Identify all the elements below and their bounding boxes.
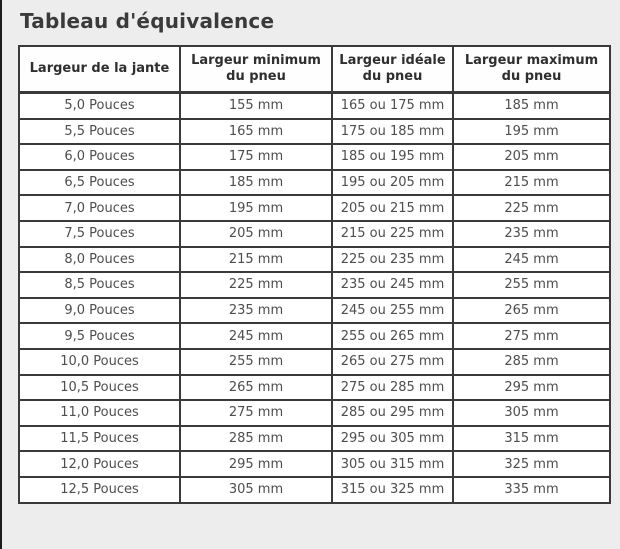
table-cell: 255 ou 265 mm (331, 322, 454, 350)
table-row: 11,0 Pouces 275 mm 285 ou 295 mm 305 mm (18, 399, 611, 427)
table-cell: 305 ou 315 mm (331, 450, 454, 478)
table-cell: 235 ou 245 mm (331, 271, 454, 299)
table-cell: 205 mm (452, 143, 611, 171)
table-row: 9,5 Pouces 245 mm 255 ou 265 mm 275 mm (18, 322, 611, 350)
table-row: 5,0 Pouces 155 mm 165 ou 175 mm 185 mm (18, 91, 611, 120)
table-cell: 265 mm (179, 373, 333, 402)
table-cell: 12,0 Pouces (18, 450, 181, 478)
table-cell: 175 mm (179, 143, 333, 171)
table-row: 11,5 Pouces 285 mm 295 ou 305 mm 315 mm (18, 424, 611, 453)
table-cell: 275 mm (452, 322, 611, 350)
table-cell: 295 mm (452, 373, 611, 402)
page-left-border (0, 0, 2, 549)
table-cell: 315 ou 325 mm (331, 475, 454, 504)
table-cell: 255 mm (452, 271, 611, 299)
table-cell: 265 mm (452, 296, 611, 325)
table-cell: 195 ou 205 mm (331, 168, 454, 197)
table-cell: 245 mm (179, 322, 333, 350)
table-cell: 9,5 Pouces (18, 322, 181, 350)
table-row: 7,5 Pouces 205 mm 215 ou 225 mm 235 mm (18, 219, 611, 248)
table-cell: 165 ou 175 mm (331, 91, 454, 120)
table-cell: 245 mm (452, 245, 611, 274)
table-cell: 295 ou 305 mm (331, 424, 454, 453)
table-row: 10,5 Pouces 265 mm 275 ou 285 mm 295 mm (18, 373, 611, 402)
table-cell: 285 mm (452, 347, 611, 376)
table-row: 6,5 Pouces 185 mm 195 ou 205 mm 215 mm (18, 168, 611, 197)
table-row: 9,0 Pouces 235 mm 245 ou 255 mm 265 mm (18, 296, 611, 325)
table-cell: 10,0 Pouces (18, 347, 181, 376)
table-cell: 285 mm (179, 424, 333, 453)
table-cell: 185 mm (179, 168, 333, 197)
table-cell: 325 mm (452, 450, 611, 478)
table-cell: 275 mm (179, 399, 333, 427)
table-row: 10,0 Pouces 255 mm 265 ou 275 mm 285 mm (18, 347, 611, 376)
table-cell: 9,0 Pouces (18, 296, 181, 325)
table-cell: 305 mm (452, 399, 611, 427)
table-cell: 265 ou 275 mm (331, 347, 454, 376)
table-head: Largeur de la jante Largeur minimum du pn… (18, 45, 611, 94)
equivalence-table: Largeur de la jante Largeur minimum du pn… (18, 45, 611, 504)
column-header: Largeur maximum du pneu (452, 45, 611, 94)
table-row: 6,0 Pouces 175 mm 185 ou 195 mm 205 mm (18, 143, 611, 171)
table-cell: 215 mm (179, 245, 333, 274)
table-cell: 225 ou 235 mm (331, 245, 454, 274)
table-cell: 5,5 Pouces (18, 117, 181, 146)
table-cell: 12,5 Pouces (18, 475, 181, 504)
table-cell: 185 mm (452, 91, 611, 120)
table-row: 12,5 Pouces 305 mm 315 ou 325 mm 335 mm (18, 475, 611, 504)
table-row: 8,0 Pouces 215 mm 225 ou 235 mm 245 mm (18, 245, 611, 274)
table-cell: 6,5 Pouces (18, 168, 181, 197)
table-cell: 5,0 Pouces (18, 91, 181, 120)
table-header-row: Largeur de la jante Largeur minimum du pn… (18, 45, 611, 94)
table-cell: 305 mm (179, 475, 333, 504)
table-cell: 315 mm (452, 424, 611, 453)
column-header: Largeur de la jante (18, 45, 181, 94)
table-cell: 11,0 Pouces (18, 399, 181, 427)
table-cell: 185 ou 195 mm (331, 143, 454, 171)
table-cell: 11,5 Pouces (18, 424, 181, 453)
table-cell: 235 mm (452, 219, 611, 248)
table-cell: 255 mm (179, 347, 333, 376)
column-header: Largeur idéale du pneu (331, 45, 454, 94)
table-cell: 175 ou 185 mm (331, 117, 454, 146)
table-cell: 225 mm (179, 271, 333, 299)
table-cell: 7,0 Pouces (18, 194, 181, 222)
table-cell: 205 mm (179, 219, 333, 248)
table-cell: 335 mm (452, 475, 611, 504)
column-header: Largeur minimum du pneu (179, 45, 333, 94)
table-cell: 205 ou 215 mm (331, 194, 454, 222)
table-cell: 235 mm (179, 296, 333, 325)
table-cell: 275 ou 285 mm (331, 373, 454, 402)
table-cell: 225 mm (452, 194, 611, 222)
page-title: Tableau d'équivalence (20, 9, 275, 33)
table-cell: 195 mm (179, 194, 333, 222)
table-cell: 8,5 Pouces (18, 271, 181, 299)
table-body: 5,0 Pouces 155 mm 165 ou 175 mm 185 mm 5,5 P… (18, 91, 611, 504)
table-cell: 215 ou 225 mm (331, 219, 454, 248)
table-row: 12,0 Pouces 295 mm 305 ou 315 mm 325 mm (18, 450, 611, 478)
table-cell: 215 mm (452, 168, 611, 197)
table-cell: 195 mm (452, 117, 611, 146)
table-cell: 245 ou 255 mm (331, 296, 454, 325)
table-row: 8,5 Pouces 225 mm 235 ou 245 mm 255 mm (18, 271, 611, 299)
table-cell: 165 mm (179, 117, 333, 146)
table-cell: 7,5 Pouces (18, 219, 181, 248)
table-cell: 10,5 Pouces (18, 373, 181, 402)
table-row: 7,0 Pouces 195 mm 205 ou 215 mm 225 mm (18, 194, 611, 222)
table-cell: 6,0 Pouces (18, 143, 181, 171)
table-cell: 285 ou 295 mm (331, 399, 454, 427)
table-cell: 8,0 Pouces (18, 245, 181, 274)
table-row: 5,5 Pouces 165 mm 175 ou 185 mm 195 mm (18, 117, 611, 146)
table-cell: 155 mm (179, 91, 333, 120)
table-cell: 295 mm (179, 450, 333, 478)
